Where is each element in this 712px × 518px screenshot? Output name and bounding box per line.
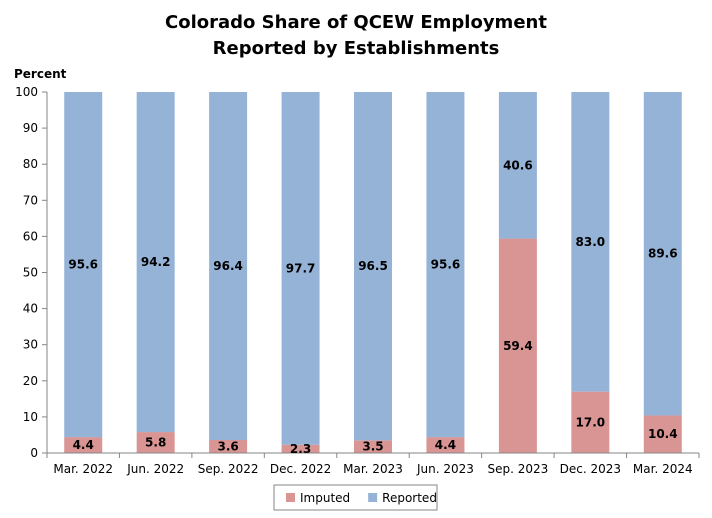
y-tick-label: 30 bbox=[23, 338, 38, 352]
bar-imputed-6 bbox=[498, 238, 537, 453]
legend: Imputed Reported bbox=[273, 484, 438, 511]
bar-reported-5 bbox=[426, 92, 465, 438]
data-label-imputed-7: 17.0 bbox=[576, 415, 606, 429]
bar-reported-8 bbox=[643, 92, 682, 416]
legend-swatch-reported bbox=[368, 493, 378, 502]
bar-imputed-4 bbox=[354, 440, 392, 453]
chart-title-line-2: Reported by Establishments bbox=[212, 38, 500, 59]
data-label-imputed-8: 10.4 bbox=[648, 427, 678, 441]
data-label-reported-7: 83.0 bbox=[576, 235, 606, 249]
y-tick-label: 10 bbox=[23, 410, 38, 424]
data-label-reported-1: 94.2 bbox=[141, 255, 171, 269]
x-tick-label: Sep. 2022 bbox=[198, 462, 259, 476]
x-tick-label: Mar. 2022 bbox=[53, 462, 113, 476]
bar-reported-3 bbox=[281, 92, 320, 445]
bar-reported-6 bbox=[498, 92, 537, 239]
bars-layer bbox=[64, 92, 682, 453]
data-label-imputed-6: 59.4 bbox=[503, 339, 533, 353]
data-label-reported-6: 40.6 bbox=[503, 158, 533, 172]
data-label-reported-0: 95.6 bbox=[68, 258, 98, 272]
y-tick-label: 40 bbox=[23, 302, 38, 316]
y-tick-label: 50 bbox=[23, 266, 38, 280]
bar-reported-4 bbox=[354, 92, 392, 441]
legend-box bbox=[273, 484, 438, 511]
x-tick-label: Jun. 2023 bbox=[416, 462, 474, 476]
y-tick-label: 100 bbox=[15, 85, 38, 99]
bar-imputed-3 bbox=[281, 444, 320, 453]
legend-label-reported: Reported bbox=[382, 491, 437, 505]
bar-imputed-7 bbox=[571, 391, 610, 453]
data-label-imputed-5: 4.4 bbox=[435, 438, 456, 452]
labels-layer: 4.4 95.6 5.8 94.2 3.6 96.4 2.3 97.7 3.5 96.5 4.4 95… bbox=[68, 158, 677, 456]
bar-imputed-0 bbox=[64, 437, 103, 453]
y-axis-label: Percent bbox=[14, 67, 67, 81]
data-label-reported-4: 96.5 bbox=[358, 259, 388, 273]
x-tick-label: Jun. 2022 bbox=[126, 462, 184, 476]
y-tick-label: 90 bbox=[23, 121, 38, 135]
bar-reported-7 bbox=[571, 92, 610, 392]
x-tick-label: Mar. 2024 bbox=[633, 462, 693, 476]
bar-imputed-5 bbox=[426, 437, 465, 453]
bar-imputed-1 bbox=[136, 432, 175, 453]
bar-imputed-2 bbox=[209, 440, 248, 453]
x-tick-label: Mar. 2023 bbox=[343, 462, 403, 476]
data-label-imputed-0: 4.4 bbox=[73, 438, 94, 452]
legend-swatch-imputed bbox=[286, 493, 295, 502]
x-tick-label: Dec. 2023 bbox=[560, 462, 621, 476]
data-label-imputed-3: 2.3 bbox=[290, 442, 311, 456]
x-tick-label: Sep. 2023 bbox=[487, 462, 548, 476]
data-label-reported-8: 89.6 bbox=[648, 247, 678, 261]
y-tick-label: 20 bbox=[23, 374, 38, 388]
y-tick-label: 70 bbox=[23, 193, 38, 207]
y-tick-label: 80 bbox=[23, 157, 38, 171]
x-tick-label: Dec. 2022 bbox=[270, 462, 331, 476]
data-label-reported-2: 96.4 bbox=[213, 259, 243, 273]
data-label-imputed-4: 3.5 bbox=[362, 440, 383, 454]
data-label-reported-3: 97.7 bbox=[286, 261, 316, 275]
bar-reported-0 bbox=[64, 92, 103, 438]
data-label-imputed-2: 3.6 bbox=[217, 440, 238, 454]
y-tick-label: 0 bbox=[30, 446, 38, 460]
data-label-imputed-1: 5.8 bbox=[145, 436, 166, 450]
legend-label-imputed: Imputed bbox=[300, 491, 350, 505]
y-tick-label: 60 bbox=[23, 229, 38, 243]
bar-reported-2 bbox=[209, 92, 248, 440]
chart-title-line-1: Colorado Share of QCEW Employment bbox=[165, 12, 547, 33]
data-label-reported-5: 95.6 bbox=[431, 258, 461, 272]
bar-imputed-8 bbox=[643, 415, 682, 453]
bar-reported-1 bbox=[136, 92, 175, 433]
axes-layer: 0 10 20 30 40 50 60 70 80 90 100 Mar. 2022 Jun. 2022… bbox=[15, 85, 700, 476]
